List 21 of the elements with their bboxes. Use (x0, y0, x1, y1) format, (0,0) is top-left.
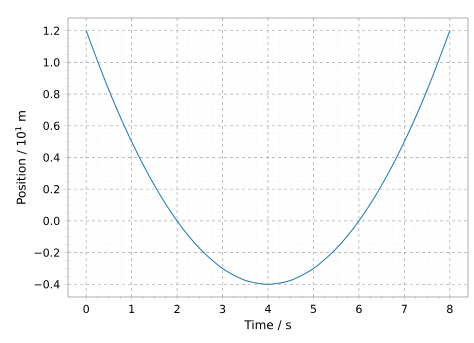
x-tick-label: 2 (174, 304, 180, 313)
x-tick-label: 3 (220, 304, 226, 314)
x-tick-label: 6 (356, 304, 362, 314)
y-tick-label: 0.6 (43, 122, 60, 130)
y-tick-label: −0.4 (34, 280, 60, 288)
x-axis-title: Time / s (244, 320, 292, 330)
x-tick-label: 4 (265, 304, 271, 313)
x-tick-label: 5 (310, 304, 316, 313)
text: 0.0 (43, 216, 60, 226)
text: 1.0 (44, 58, 60, 67)
x-tick-label: 0 (83, 304, 89, 314)
y-tick-label: 0.4 (43, 153, 60, 162)
y-tick-label: −0.2 (34, 248, 60, 257)
x-tick-label: 7 (402, 304, 407, 313)
x-tick-label: 1 (129, 304, 134, 313)
x-tick-label: 8 (447, 304, 453, 314)
y-tick-label: 0.2 (43, 185, 60, 194)
y-tick-label: 1.2 (44, 26, 60, 35)
y-tick-label: 0.8 (43, 90, 60, 98)
y-axis-title: Position / 10$^{1}$ m (15, 111, 27, 204)
line-series (86, 30, 450, 285)
